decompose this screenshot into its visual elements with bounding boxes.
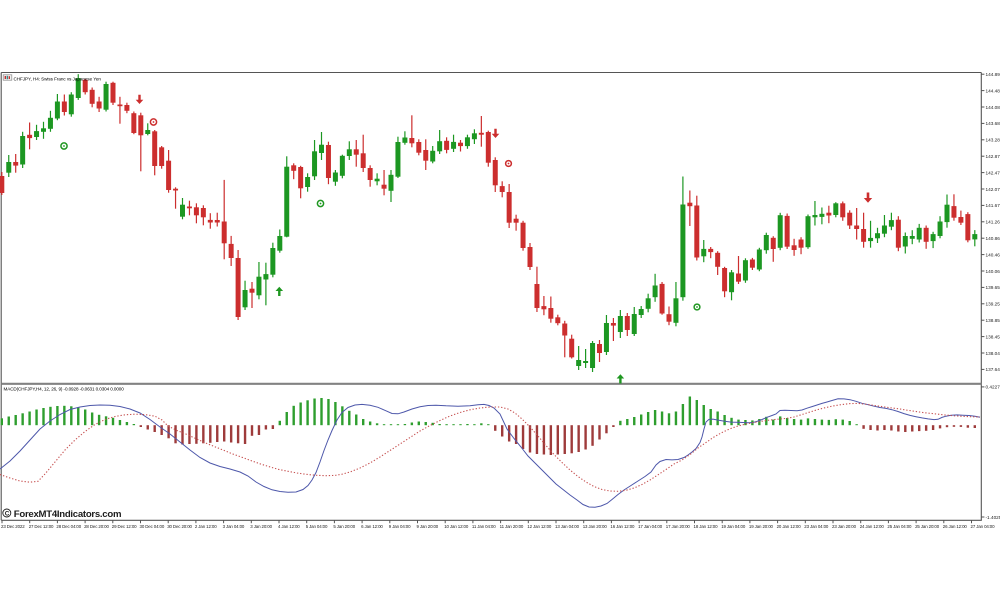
svg-text:25 Jan 20:00: 25 Jan 20:00 bbox=[915, 524, 940, 529]
svg-text:144.085: 144.085 bbox=[986, 105, 1000, 110]
svg-text:17 Jan 20:00: 17 Jan 20:00 bbox=[666, 524, 691, 529]
svg-text:10 Jan 12:00: 10 Jan 12:00 bbox=[444, 524, 469, 529]
svg-text:141.670: 141.670 bbox=[986, 203, 1000, 208]
svg-text:23 Jan 04:00: 23 Jan 04:00 bbox=[804, 524, 829, 529]
svg-text:11 Jan 20:00: 11 Jan 20:00 bbox=[500, 524, 524, 529]
svg-text:138.450: 138.450 bbox=[986, 334, 1000, 339]
svg-text:23 Dec 2022: 23 Dec 2022 bbox=[1, 524, 25, 529]
svg-text:139.657: 139.657 bbox=[986, 285, 1000, 290]
svg-text:3 Jan 20:00: 3 Jan 20:00 bbox=[250, 524, 272, 529]
svg-text:24 Jan 12:00: 24 Jan 12:00 bbox=[860, 524, 885, 529]
svg-text:13 Jan 20:00: 13 Jan 20:00 bbox=[583, 524, 608, 529]
svg-text:144.487: 144.487 bbox=[986, 88, 1000, 93]
svg-text:11 Jan 04:00: 11 Jan 04:00 bbox=[472, 524, 496, 529]
svg-text:23 Jan 20:00: 23 Jan 20:00 bbox=[832, 524, 857, 529]
svg-text:30 Dec 04:00: 30 Dec 04:00 bbox=[140, 524, 165, 529]
svg-text:9 Jan 20:00: 9 Jan 20:00 bbox=[417, 524, 439, 529]
svg-text:28 Dec 04:00: 28 Dec 04:00 bbox=[56, 524, 81, 529]
svg-text:139.255: 139.255 bbox=[986, 302, 1000, 307]
svg-text:C: C bbox=[5, 510, 10, 517]
svg-text:13 Jan 04:00: 13 Jan 04:00 bbox=[555, 524, 580, 529]
svg-text:0.4227: 0.4227 bbox=[986, 385, 1000, 390]
svg-text:19 Jan 20:00: 19 Jan 20:00 bbox=[749, 524, 774, 529]
svg-text:143.280: 143.280 bbox=[986, 138, 1000, 143]
svg-text:16 Jan 12:00: 16 Jan 12:00 bbox=[610, 524, 635, 529]
svg-text:25 Jan 04:00: 25 Jan 04:00 bbox=[887, 524, 912, 529]
svg-text:142.475: 142.475 bbox=[986, 170, 1000, 175]
svg-text:140.462: 140.462 bbox=[986, 252, 1000, 257]
svg-text:2 Jan 12:00: 2 Jan 12:00 bbox=[195, 524, 217, 529]
svg-text:ForexMT4Indicators.com: ForexMT4Indicators.com bbox=[14, 509, 121, 520]
svg-text:19 Jan 04:00: 19 Jan 04:00 bbox=[721, 524, 746, 529]
svg-text:CHFJPY, H4: Swiss Franc vs Jap: CHFJPY, H4: Swiss Franc vs Japanese Yen bbox=[14, 76, 102, 81]
svg-text:5 Jan 20:00: 5 Jan 20:00 bbox=[333, 524, 355, 529]
svg-text:MACD(CHFJPY,H4, 12, 26, 9) -0: MACD(CHFJPY,H4, 12, 26, 9) -0.0928 -0.06… bbox=[4, 387, 125, 392]
svg-text:5 Jan 04:00: 5 Jan 04:00 bbox=[306, 524, 328, 529]
svg-text:140.865: 140.865 bbox=[986, 236, 1000, 241]
svg-text:138.852: 138.852 bbox=[986, 318, 1000, 323]
svg-text:12 Jan 12:00: 12 Jan 12:00 bbox=[527, 524, 552, 529]
svg-text:29 Dec 12:00: 29 Dec 12:00 bbox=[112, 524, 137, 529]
svg-text:138.047: 138.047 bbox=[986, 351, 1000, 356]
svg-text:30 Dec 20:00: 30 Dec 20:00 bbox=[167, 524, 192, 529]
svg-text:-1.4025: -1.4025 bbox=[986, 515, 1000, 520]
svg-text:26 Jan 12:00: 26 Jan 12:00 bbox=[943, 524, 968, 529]
svg-text:27 Jan 04:00: 27 Jan 04:00 bbox=[971, 524, 996, 529]
svg-text:17 Jan 04:00: 17 Jan 04:00 bbox=[638, 524, 663, 529]
svg-text:143.682: 143.682 bbox=[986, 121, 1000, 126]
svg-text:144.890: 144.890 bbox=[986, 72, 1000, 77]
svg-text:3 Jan 04:00: 3 Jan 04:00 bbox=[223, 524, 245, 529]
svg-text:18 Jan 12:00: 18 Jan 12:00 bbox=[694, 524, 719, 529]
svg-text:4 Jan 12:00: 4 Jan 12:00 bbox=[278, 524, 300, 529]
svg-text:137.645: 137.645 bbox=[986, 367, 1000, 372]
svg-text:27 Dec 12:00: 27 Dec 12:00 bbox=[29, 524, 54, 529]
svg-text:6 Jan 12:00: 6 Jan 12:00 bbox=[361, 524, 383, 529]
svg-text:140.060: 140.060 bbox=[986, 269, 1000, 274]
svg-text:142.877: 142.877 bbox=[986, 154, 1000, 159]
svg-text:9 Jan 04:00: 9 Jan 04:00 bbox=[389, 524, 411, 529]
svg-text:141.267: 141.267 bbox=[986, 220, 1000, 225]
svg-text:142.072: 142.072 bbox=[986, 187, 1000, 192]
svg-text:20 Jan 12:00: 20 Jan 12:00 bbox=[777, 524, 802, 529]
svg-text:28 Dec 20:00: 28 Dec 20:00 bbox=[84, 524, 109, 529]
